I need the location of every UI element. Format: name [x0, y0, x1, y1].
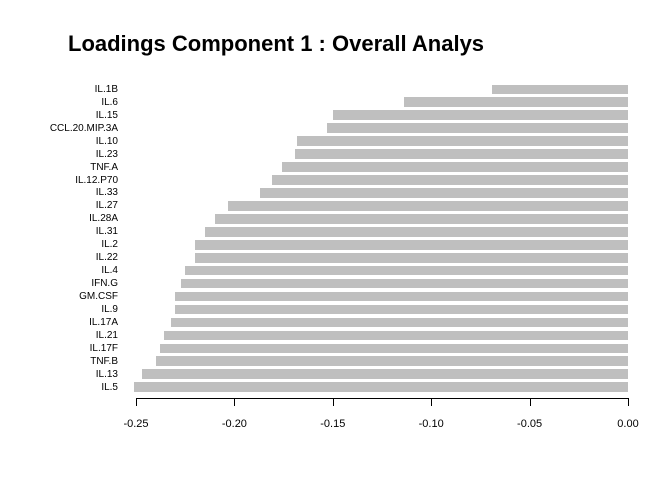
- bar: [185, 265, 628, 276]
- bar: [332, 110, 628, 121]
- x-axis-tick: [628, 399, 629, 406]
- bar: [171, 317, 628, 328]
- y-axis-label: IL.17A: [89, 316, 118, 328]
- bar: [195, 239, 628, 250]
- bar: [271, 175, 628, 185]
- x-axis-tick: [136, 399, 137, 406]
- x-axis-line: [136, 398, 629, 399]
- y-axis-label: IL.33: [95, 187, 118, 199]
- y-axis-label: IL.10: [95, 135, 118, 147]
- y-axis-label: IL.12.P70: [75, 174, 118, 186]
- y-axis-label: IL.5: [101, 381, 118, 393]
- bar: [175, 304, 628, 315]
- x-axis-tick-label: -0.10: [418, 418, 444, 430]
- y-axis-label: GM.CSF: [79, 291, 118, 303]
- y-axis-label: IL.2: [101, 239, 118, 251]
- bar: [281, 162, 628, 172]
- y-axis-label: IL.23: [95, 148, 118, 160]
- x-axis-tick: [332, 399, 334, 406]
- bar: [492, 84, 628, 95]
- x-axis-tick: [431, 399, 433, 406]
- y-axis-label: IL.15: [95, 109, 118, 121]
- y-axis-label: CCL.20.MIP.3A: [49, 122, 118, 134]
- y-axis-label: IL.1B: [94, 83, 118, 95]
- bar: [295, 149, 628, 159]
- bar: [204, 226, 628, 237]
- bar: [297, 136, 628, 146]
- bar: [163, 330, 628, 341]
- bar: [195, 252, 628, 263]
- y-axis-label: IL.9: [101, 304, 118, 315]
- x-axis-tick: [234, 399, 236, 406]
- bar: [403, 97, 628, 108]
- x-axis-tick-label: -0.15: [320, 418, 346, 430]
- bar: [228, 201, 628, 211]
- bar: [155, 356, 628, 367]
- y-axis-label: IL.22: [95, 252, 118, 264]
- bar: [141, 369, 628, 380]
- y-axis-label: IFN.G: [91, 278, 118, 290]
- y-axis-label: IL.6: [101, 96, 118, 108]
- y-axis-label: IL.27: [95, 200, 118, 212]
- chart-title: Loadings Component 1 : Overall Analys: [68, 31, 485, 56]
- x-axis-tick-label: -0.25: [123, 418, 149, 430]
- y-axis-label: TNF.A: [90, 161, 118, 173]
- bar: [181, 278, 628, 289]
- x-axis-tick-label: -0.20: [221, 418, 247, 430]
- bar: [159, 343, 628, 354]
- bar: [214, 214, 628, 224]
- y-axis-label: IL.21: [95, 329, 118, 341]
- x-axis-tick-label: -0.05: [517, 418, 543, 430]
- x-axis-tick: [529, 399, 531, 406]
- bar: [259, 188, 628, 198]
- y-axis-label: IL.17F: [89, 342, 118, 354]
- bar: [326, 123, 628, 134]
- bar: [175, 291, 628, 302]
- bar: [134, 382, 628, 393]
- y-axis-label: TNF.B: [90, 355, 118, 367]
- y-axis-label: IL.4: [101, 265, 118, 277]
- x-axis-tick-label: 0.00: [617, 418, 639, 430]
- y-axis-label: IL.31: [95, 226, 118, 238]
- y-axis-label: IL.13: [95, 368, 118, 380]
- y-axis-label: IL.28A: [89, 213, 118, 225]
